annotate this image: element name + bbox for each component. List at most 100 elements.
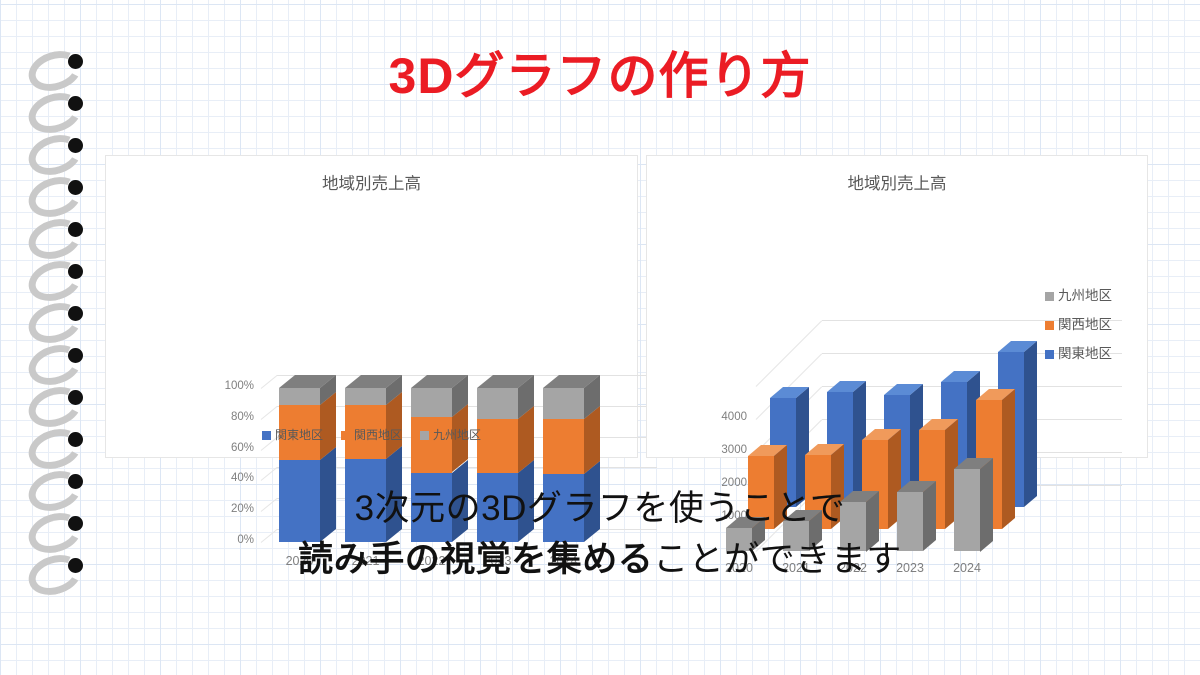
spiral-ring: [23, 296, 90, 350]
chart-bar-segment: [477, 375, 535, 419]
chart-x-tick-label: 2022: [839, 561, 867, 575]
chart-bar-front: [477, 472, 518, 542]
chart-bar-front: [954, 468, 980, 551]
chart-bar-front: [477, 388, 518, 419]
spiral-ring: [23, 464, 90, 518]
chart-bar-segment: [477, 459, 534, 542]
chart-bar-segment: [954, 457, 993, 551]
chart-x-tick-label: 2021: [351, 554, 380, 568]
chart-bar-segment: [897, 480, 936, 551]
spiral-binding: [23, 44, 108, 612]
legend-item: 九州地区: [1045, 284, 1112, 304]
chart-y-tick-label: 0%: [237, 534, 254, 546]
chart-title-left: 地域別売上高: [322, 175, 421, 193]
spiral-ring-tip: [68, 222, 83, 237]
spiral-ring-arc: [23, 338, 87, 392]
chart-bar-front: [543, 388, 584, 419]
chart-bar-front: [543, 418, 584, 475]
legend-label: 関西地区: [353, 428, 402, 442]
spiral-ring: [23, 86, 90, 140]
chart-bar-segment: [543, 461, 600, 542]
chart-bar-front: [411, 417, 452, 473]
spiral-ring-tip: [68, 348, 83, 363]
spiral-ring-tip: [68, 96, 83, 111]
legend-swatch: [340, 431, 350, 440]
legend-swatch: [261, 431, 271, 440]
spiral-ring-tip: [68, 474, 83, 489]
chart-gridline: [822, 320, 1122, 321]
chart-bar-side: [1024, 340, 1037, 507]
chart-y-tick-label: 60%: [230, 441, 254, 454]
chart-depth-line: [260, 375, 278, 389]
legend-item: 関西地区: [1045, 313, 1112, 333]
chart-gridline: [822, 353, 1122, 354]
spiral-ring-tip: [68, 54, 83, 69]
chart-bar-segment: [411, 404, 468, 473]
chart-bar-front: [279, 460, 320, 542]
chart-bar-front: [345, 404, 386, 459]
legend-label: 九州地区: [1058, 288, 1112, 303]
spiral-ring: [23, 338, 90, 392]
chart-bar-front: [345, 388, 386, 405]
spiral-ring-arc: [23, 212, 87, 266]
spiral-ring-tip: [68, 432, 83, 447]
legend-label: 関西地区: [1058, 317, 1112, 332]
chart-x-tick-label: 2022: [417, 554, 446, 568]
chart-bar-segment: [543, 375, 601, 419]
legend-item: 関東地区: [1045, 342, 1112, 362]
chart-bar-segment: [279, 375, 337, 405]
chart-y-tick-label: 80%: [230, 410, 254, 423]
spiral-ring-tip: [68, 390, 83, 405]
chart-bar-segment: [345, 391, 402, 459]
chart-bar-front: [897, 491, 923, 551]
chart-bar-front: [783, 521, 809, 551]
chart-y-tick-label: 4000: [721, 411, 747, 423]
chart-y-tick-label: 100%: [224, 380, 254, 392]
chart-bar-front: [726, 527, 752, 551]
message-line-1: 3次元の3Dグラフを使うことで: [354, 489, 846, 528]
spiral-ring: [23, 548, 90, 602]
chart-title-right: 地域別売上高: [847, 175, 947, 193]
chart-y-tick-label: 20%: [230, 503, 254, 516]
legend-item: 九州地区: [420, 426, 481, 443]
spiral-ring: [23, 128, 90, 182]
chart-bar-segment: [726, 516, 765, 551]
chart-bar-front: [279, 404, 320, 461]
legend-label: 九州地区: [433, 428, 482, 442]
chart-plot-area-left: 0% 20% 40% 60% 80% 100% 2020 2021 2022 2023 2024: [106, 156, 657, 568]
spiral-ring-tip: [68, 516, 83, 531]
chart-bar-front: [411, 472, 452, 542]
chart-plot-area-right: 0100020003000400020202021202220232024: [647, 156, 1149, 575]
chart-y-tick-label: 2000: [721, 477, 747, 489]
chart-bar-front: [345, 458, 386, 542]
message-block: 3次元の3Dグラフを使うことで 読み手の視覚を集めることができます: [0, 487, 1200, 582]
spiral-ring-arc: [23, 128, 87, 182]
chart-bar-segment: [411, 459, 468, 542]
spiral-ring: [23, 44, 90, 98]
legend-item: 関西地区: [340, 426, 402, 443]
legend-swatch: [420, 431, 429, 440]
message-line-2: 読み手の視覚を集めることができます: [0, 537, 1200, 583]
spiral-ring: [23, 380, 90, 434]
chart-bar-front: [840, 501, 866, 551]
chart-x-tick-label: 2021: [782, 561, 810, 575]
legend-swatch: [1045, 321, 1054, 330]
chart-y-tick-label: 3000: [721, 444, 747, 456]
chart-x-tick-label: 2020: [285, 554, 314, 568]
legend-label: 関東地区: [1058, 346, 1112, 361]
chart-bar-segment: [345, 445, 402, 542]
legend-label: 関東地区: [274, 428, 323, 442]
chart-x-tick-label: 2020: [725, 561, 753, 575]
spiral-ring-tip: [68, 558, 83, 573]
spiral-ring: [23, 506, 90, 560]
chart-bar-segment: [279, 391, 336, 461]
chart-depth-line: [260, 405, 278, 420]
chart-bar-segment: [543, 405, 600, 475]
chart-bar-front: [279, 388, 320, 405]
chart-bar-front: [748, 456, 774, 529]
chart-y-tick-label: 40%: [230, 472, 254, 485]
spiral-ring-arc: [23, 170, 87, 224]
spiral-ring-tip: [68, 138, 83, 153]
chart-panel-stacked: 地域別売上高 0% 20% 40% 60% 80% 100% 2020 2021 2022 202…: [105, 155, 657, 568]
chart-bar-segment: [840, 490, 879, 551]
